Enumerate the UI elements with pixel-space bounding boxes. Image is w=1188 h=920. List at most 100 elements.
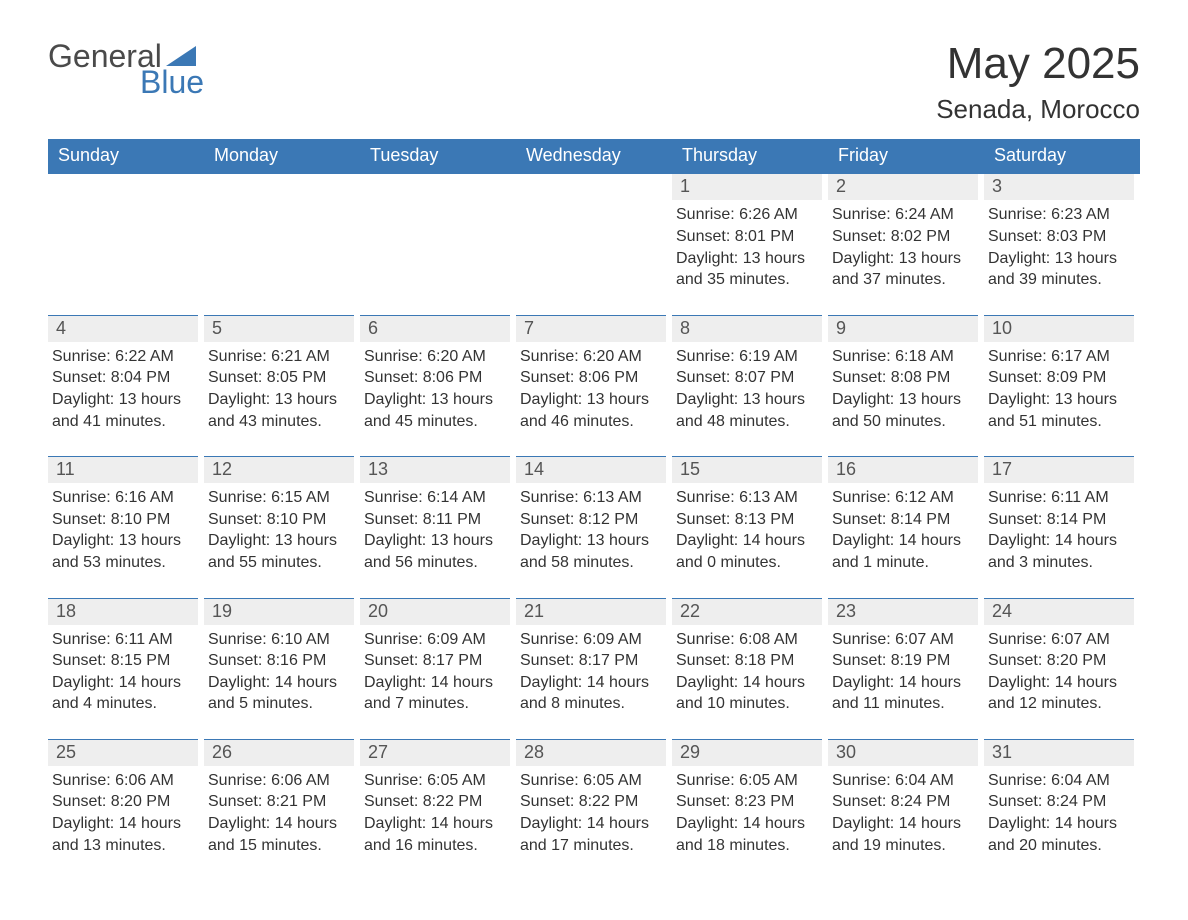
calendar-day-cell: 25Sunrise: 6:06 AMSunset: 8:20 PMDayligh…: [48, 739, 204, 880]
day-details: Sunrise: 6:21 AMSunset: 8:05 PMDaylight:…: [204, 346, 354, 432]
calendar-day-cell: 29Sunrise: 6:05 AMSunset: 8:23 PMDayligh…: [672, 739, 828, 880]
calendar-day-cell: 21Sunrise: 6:09 AMSunset: 8:17 PMDayligh…: [516, 598, 672, 739]
calendar-day-cell: 28 Sunrise: 6:05 AMSunset: 8:22 PMDayligh…: [516, 739, 672, 880]
calendar-week-row: 25Sunrise: 6:06 AMSunset: 8:20 PMDayligh…: [48, 739, 1140, 880]
day-number: 1: [672, 174, 822, 200]
weekday-header: Thursday: [672, 139, 828, 174]
calendar-day-cell: [516, 174, 672, 314]
calendar-day-cell: 24 Sunrise: 6:07 AMSunset: 8:20 PMDayligh…: [984, 598, 1140, 739]
weekday-header: Saturday: [984, 139, 1140, 174]
calendar-day-cell: 19 Sunrise: 6:10 AMSunset: 8:16 PMDayligh…: [204, 598, 360, 739]
calendar-day-cell: 9Sunrise: 6:18 AMSunset: 8:08 PMDaylight…: [828, 315, 984, 456]
day-number: 22: [672, 598, 822, 625]
day-number: 26: [204, 739, 354, 766]
day-details: Sunrise: 6:13 AMSunset: 8:13 PMDaylight:…: [672, 487, 822, 573]
calendar-day-cell: 14 Sunrise: 6:13 AMSunset: 8:12 PMDayligh…: [516, 456, 672, 597]
day-details: Sunrise: 6:09 AMSunset: 8:17 PMDaylight:…: [516, 629, 666, 715]
day-number: 7: [516, 315, 666, 342]
logo: General Blue: [48, 40, 204, 98]
calendar-day-cell: 16 Sunrise: 6:12 AMSunset: 8:14 PMDayligh…: [828, 456, 984, 597]
day-details: Sunrise: 6:17 AMSunset: 8:09 PMDaylight:…: [984, 346, 1134, 432]
day-details: Sunrise: 6:11 AMSunset: 8:15 PMDaylight:…: [48, 629, 198, 715]
day-details: Sunrise: 6:06 AMSunset: 8:21 PMDaylight:…: [204, 770, 354, 856]
calendar-day-cell: 4 Sunrise: 6:22 AMSunset: 8:04 PMDaylight…: [48, 315, 204, 456]
day-details: Sunrise: 6:20 AMSunset: 8:06 PMDaylight:…: [360, 346, 510, 432]
calendar-day-cell: 12 Sunrise: 6:15 AMSunset: 8:10 PMDayligh…: [204, 456, 360, 597]
day-details: Sunrise: 6:22 AMSunset: 8:04 PMDaylight:…: [48, 346, 198, 432]
calendar-week-row: 11 Sunrise: 6:16 AMSunset: 8:10 PMDayligh…: [48, 456, 1140, 597]
calendar-day-cell: 5 Sunrise: 6:21 AMSunset: 8:05 PMDaylight…: [204, 315, 360, 456]
calendar-day-cell: 17Sunrise: 6:11 AMSunset: 8:14 PMDayligh…: [984, 456, 1140, 597]
day-details: Sunrise: 6:05 AMSunset: 8:22 PMDaylight:…: [360, 770, 510, 856]
calendar-day-cell: 22 Sunrise: 6:08 AMSunset: 8:18 PMDayligh…: [672, 598, 828, 739]
logo-triangle-icon: [166, 46, 196, 66]
calendar-day-cell: 20Sunrise: 6:09 AMSunset: 8:17 PMDayligh…: [360, 598, 516, 739]
location-label: Senada, Morocco: [936, 94, 1140, 125]
weekday-header-row: SundayMondayTuesdayWednesdayThursdayFrid…: [48, 139, 1140, 174]
day-details: Sunrise: 6:07 AMSunset: 8:20 PMDaylight:…: [984, 629, 1134, 715]
weekday-header: Monday: [204, 139, 360, 174]
day-details: Sunrise: 6:05 AMSunset: 8:23 PMDaylight:…: [672, 770, 822, 856]
header-row: General Blue May 2025 Senada, Morocco: [48, 40, 1140, 125]
calendar-week-row: 1 Sunrise: 6:26 AMSunset: 8:01 PMDaylight…: [48, 174, 1140, 314]
day-details: Sunrise: 6:04 AMSunset: 8:24 PMDaylight:…: [984, 770, 1134, 856]
day-details: Sunrise: 6:04 AMSunset: 8:24 PMDaylight:…: [828, 770, 978, 856]
day-number: 5: [204, 315, 354, 342]
day-details: Sunrise: 6:20 AMSunset: 8:06 PMDaylight:…: [516, 346, 666, 432]
calendar-day-cell: 23 Sunrise: 6:07 AMSunset: 8:19 PMDayligh…: [828, 598, 984, 739]
month-title: May 2025: [936, 40, 1140, 88]
day-details: Sunrise: 6:07 AMSunset: 8:19 PMDaylight:…: [828, 629, 978, 715]
day-number: 11: [48, 456, 198, 483]
day-number: 13: [360, 456, 510, 483]
logo-word2: Blue: [140, 66, 204, 98]
day-details: Sunrise: 6:15 AMSunset: 8:10 PMDaylight:…: [204, 487, 354, 573]
day-number: 10: [984, 315, 1134, 342]
day-number: 2: [828, 174, 978, 200]
calendar-day-cell: 11 Sunrise: 6:16 AMSunset: 8:10 PMDayligh…: [48, 456, 204, 597]
calendar-week-row: 18 Sunrise: 6:11 AMSunset: 8:15 PMDayligh…: [48, 598, 1140, 739]
day-details: Sunrise: 6:24 AMSunset: 8:02 PMDaylight:…: [828, 204, 978, 290]
calendar-week-row: 4 Sunrise: 6:22 AMSunset: 8:04 PMDaylight…: [48, 315, 1140, 456]
day-details: Sunrise: 6:10 AMSunset: 8:16 PMDaylight:…: [204, 629, 354, 715]
day-details: Sunrise: 6:16 AMSunset: 8:10 PMDaylight:…: [48, 487, 198, 573]
day-number: 8: [672, 315, 822, 342]
day-details: Sunrise: 6:23 AMSunset: 8:03 PMDaylight:…: [984, 204, 1134, 290]
day-number: 31: [984, 739, 1134, 766]
day-number: 14: [516, 456, 666, 483]
day-number: 30: [828, 739, 978, 766]
calendar-day-cell: 31 Sunrise: 6:04 AMSunset: 8:24 PMDayligh…: [984, 739, 1140, 880]
calendar-day-cell: 2 Sunrise: 6:24 AMSunset: 8:02 PMDaylight…: [828, 174, 984, 314]
day-number: 23: [828, 598, 978, 625]
weekday-header: Sunday: [48, 139, 204, 174]
calendar-day-cell: 15 Sunrise: 6:13 AMSunset: 8:13 PMDayligh…: [672, 456, 828, 597]
day-number: 19: [204, 598, 354, 625]
calendar-day-cell: 13Sunrise: 6:14 AMSunset: 8:11 PMDayligh…: [360, 456, 516, 597]
calendar-day-cell: 30 Sunrise: 6:04 AMSunset: 8:24 PMDayligh…: [828, 739, 984, 880]
day-number: 12: [204, 456, 354, 483]
day-details: Sunrise: 6:26 AMSunset: 8:01 PMDaylight:…: [672, 204, 822, 290]
day-number: 15: [672, 456, 822, 483]
weekday-header: Friday: [828, 139, 984, 174]
day-details: Sunrise: 6:18 AMSunset: 8:08 PMDaylight:…: [828, 346, 978, 432]
calendar-day-cell: 8Sunrise: 6:19 AMSunset: 8:07 PMDaylight…: [672, 315, 828, 456]
day-number: 24: [984, 598, 1134, 625]
day-number: 3: [984, 174, 1134, 200]
calendar-body: 1 Sunrise: 6:26 AMSunset: 8:01 PMDaylight…: [48, 174, 1140, 880]
weekday-header: Wednesday: [516, 139, 672, 174]
day-details: Sunrise: 6:12 AMSunset: 8:14 PMDaylight:…: [828, 487, 978, 573]
day-number: 27: [360, 739, 510, 766]
day-number: 18: [48, 598, 198, 625]
day-details: Sunrise: 6:06 AMSunset: 8:20 PMDaylight:…: [48, 770, 198, 856]
day-number: 16: [828, 456, 978, 483]
day-details: Sunrise: 6:13 AMSunset: 8:12 PMDaylight:…: [516, 487, 666, 573]
calendar-day-cell: 27 Sunrise: 6:05 AMSunset: 8:22 PMDayligh…: [360, 739, 516, 880]
calendar-day-cell: 26 Sunrise: 6:06 AMSunset: 8:21 PMDayligh…: [204, 739, 360, 880]
calendar-day-cell: 6 Sunrise: 6:20 AMSunset: 8:06 PMDaylight…: [360, 315, 516, 456]
day-number: 6: [360, 315, 510, 342]
calendar-day-cell: [48, 174, 204, 314]
day-number: 4: [48, 315, 198, 342]
day-details: Sunrise: 6:08 AMSunset: 8:18 PMDaylight:…: [672, 629, 822, 715]
day-details: Sunrise: 6:05 AMSunset: 8:22 PMDaylight:…: [516, 770, 666, 856]
calendar-day-cell: 7 Sunrise: 6:20 AMSunset: 8:06 PMDaylight…: [516, 315, 672, 456]
day-number: 28: [516, 739, 666, 766]
